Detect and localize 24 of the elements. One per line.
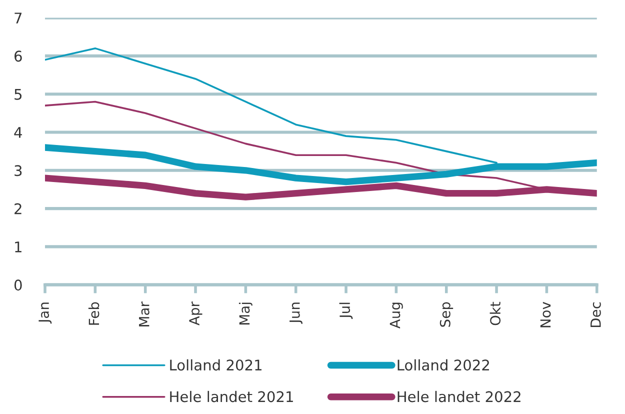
y-tick-label: 4 [14,127,22,138]
x-tick-label: Jan [38,302,52,324]
x-tick-label: Feb [88,302,100,325]
legend-label: Hele landet 2021 [170,390,293,402]
x-tick-label: Apr [189,302,202,326]
legend-label: Lolland 2021 [170,359,262,371]
x-tick-label: Jul [339,302,353,319]
y-tick-label: 3 [14,165,22,176]
y-tick-label: 5 [14,89,22,100]
x-tick-label: Mar [139,302,150,326]
y-tick-label: 2 [14,203,22,214]
legend-label: Hele landet 2022 [398,390,520,402]
y-tick-label: 7 [14,12,22,24]
y-tick-label: 0 [14,280,22,291]
legend-label: Lolland 2022 [398,359,489,371]
x-tick-label: Sep [440,302,454,327]
x-tick-label: Maj [238,302,252,324]
y-tick-label: 1 [15,242,22,252]
x-tick-label: Dec [590,302,601,328]
y-tick-label: 6 [14,50,22,62]
x-tick-label: Okt [490,302,501,326]
x-tick-label: Aug [390,302,403,329]
x-tick-label: Nov [540,302,551,328]
x-tick-label: Jun [290,302,302,324]
